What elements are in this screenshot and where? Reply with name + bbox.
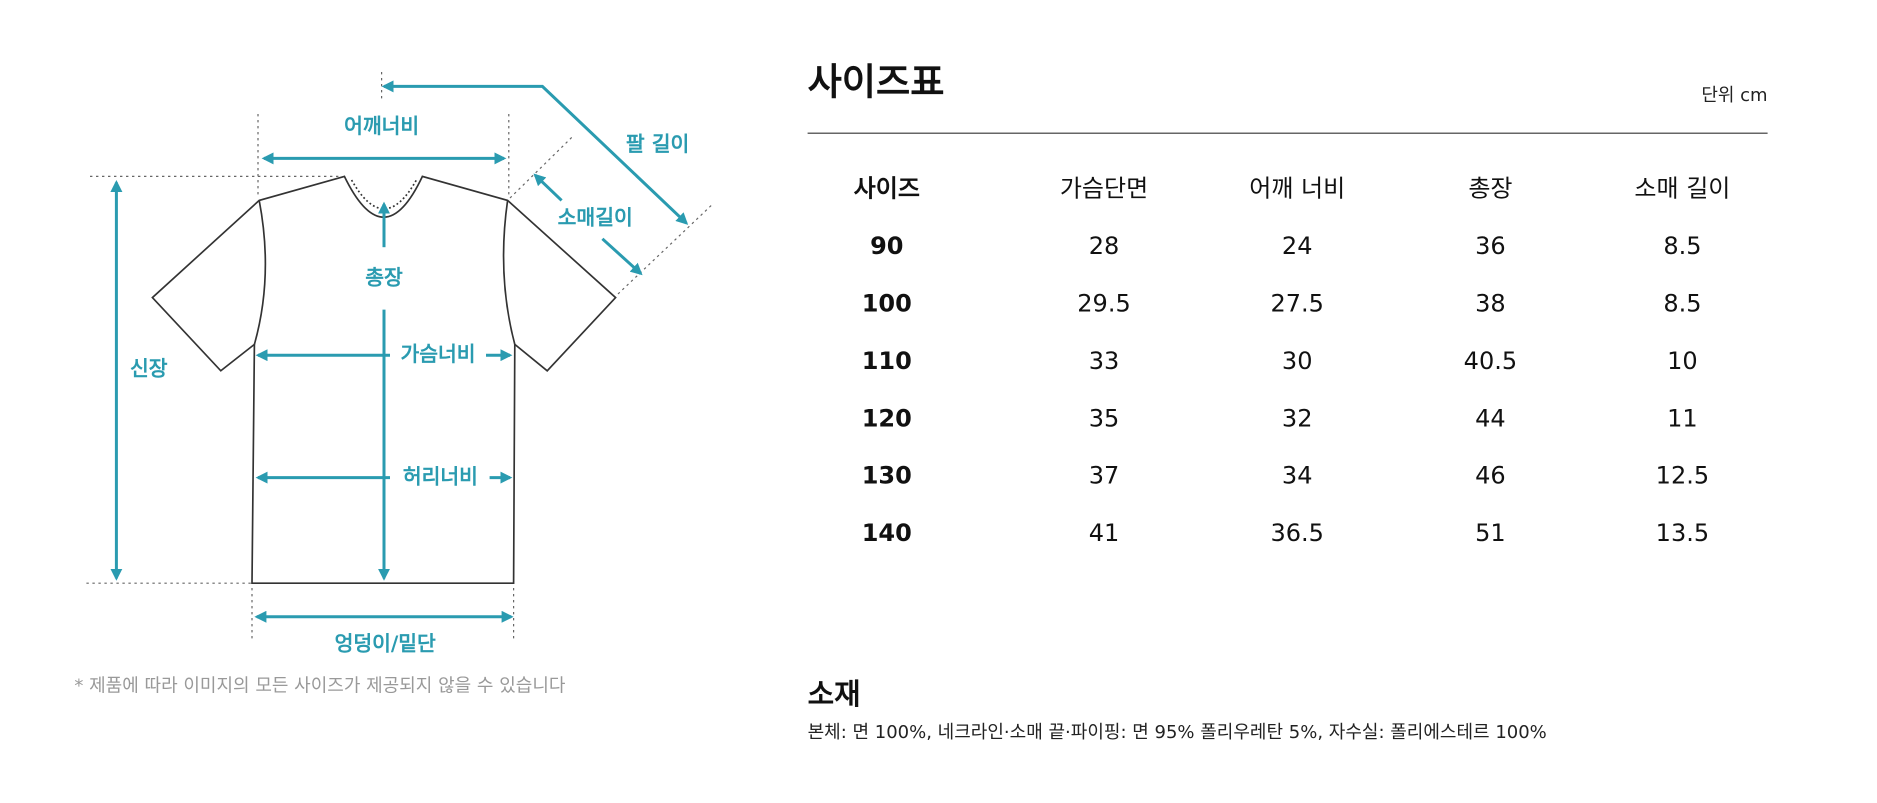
value-cell: 29.5 [1077, 290, 1130, 318]
header-cell: 총장 [1468, 175, 1512, 203]
content: 어깨너비 팔 길이 소매길이 신장 총장 가슴너비 허리너비 엉덩이/밑단 * … [74, 60, 1767, 744]
value-cell: 13.5 [1656, 519, 1709, 547]
measure-arrows [110, 80, 689, 623]
header-cell: 어깨 너비 [1249, 175, 1345, 203]
value-cell: 30 [1282, 347, 1313, 375]
label-hem: 엉덩이/밑단 [335, 631, 436, 655]
value-cell: 40.5 [1464, 347, 1517, 375]
unit: 단위 cm [1701, 85, 1767, 106]
value-cell: 27.5 [1270, 290, 1323, 318]
value-cell: 10 [1667, 347, 1698, 375]
value-cell: 28 [1089, 232, 1120, 260]
label-sleeve: 소매길이 [558, 205, 633, 229]
size-cell: 110 [862, 347, 912, 375]
label-arm: 팔 길이 [626, 132, 689, 156]
value-cell: 41 [1089, 519, 1120, 547]
label-chest: 가슴너비 [400, 342, 475, 366]
value-cell: 46 [1475, 462, 1506, 490]
size-cell: 90 [870, 232, 903, 260]
label-shoulder: 어깨너비 [344, 114, 419, 138]
label-waist: 허리너비 [403, 465, 478, 489]
value-cell: 36 [1475, 232, 1506, 260]
value-cell: 34 [1282, 462, 1313, 490]
value-cell: 35 [1089, 404, 1120, 432]
size-diagram: 어깨너비 팔 길이 소매길이 신장 총장 가슴너비 허리너비 엉덩이/밑단 * … [74, 72, 714, 696]
value-cell: 11 [1667, 404, 1698, 432]
header-cell: 소매 길이 [1634, 175, 1730, 203]
value-cell: 44 [1475, 404, 1506, 432]
label-height: 신장 [130, 357, 168, 381]
size-cell: 130 [862, 462, 912, 490]
header-cell: 사이즈 [854, 175, 920, 203]
diagram-note: * 제품에 따라 이미지의 모든 사이즈가 제공되지 않을 수 있습니다 [74, 675, 565, 696]
size-cell: 120 [862, 404, 912, 432]
header-cell: 가슴단면 [1060, 175, 1148, 203]
value-cell: 37 [1089, 462, 1120, 490]
material-title: 소재 [808, 677, 861, 711]
value-cell: 36.5 [1270, 519, 1323, 547]
value-cell: 51 [1475, 519, 1506, 547]
size-cell: 140 [862, 519, 912, 547]
size-table: 사이즈 가슴단면 어깨 너비 총장 소매 길이 90 28 24 36 8.5 100 29.5 27.… [854, 175, 1731, 547]
table-title: 사이즈표 [808, 60, 945, 104]
value-cell: 38 [1475, 290, 1506, 318]
value-cell: 8.5 [1663, 232, 1701, 260]
value-cell: 32 [1282, 404, 1313, 432]
label-length: 총장 [365, 265, 403, 289]
size-cell: 100 [862, 290, 912, 318]
material-text: 본체: 면 100%, 네크라인·소매 끝·파이핑: 면 95% 폴리우레탄 5… [808, 722, 1547, 743]
value-cell: 12.5 [1656, 462, 1709, 490]
value-cell: 33 [1089, 347, 1120, 375]
value-cell: 24 [1282, 232, 1313, 260]
value-cell: 8.5 [1663, 290, 1701, 318]
